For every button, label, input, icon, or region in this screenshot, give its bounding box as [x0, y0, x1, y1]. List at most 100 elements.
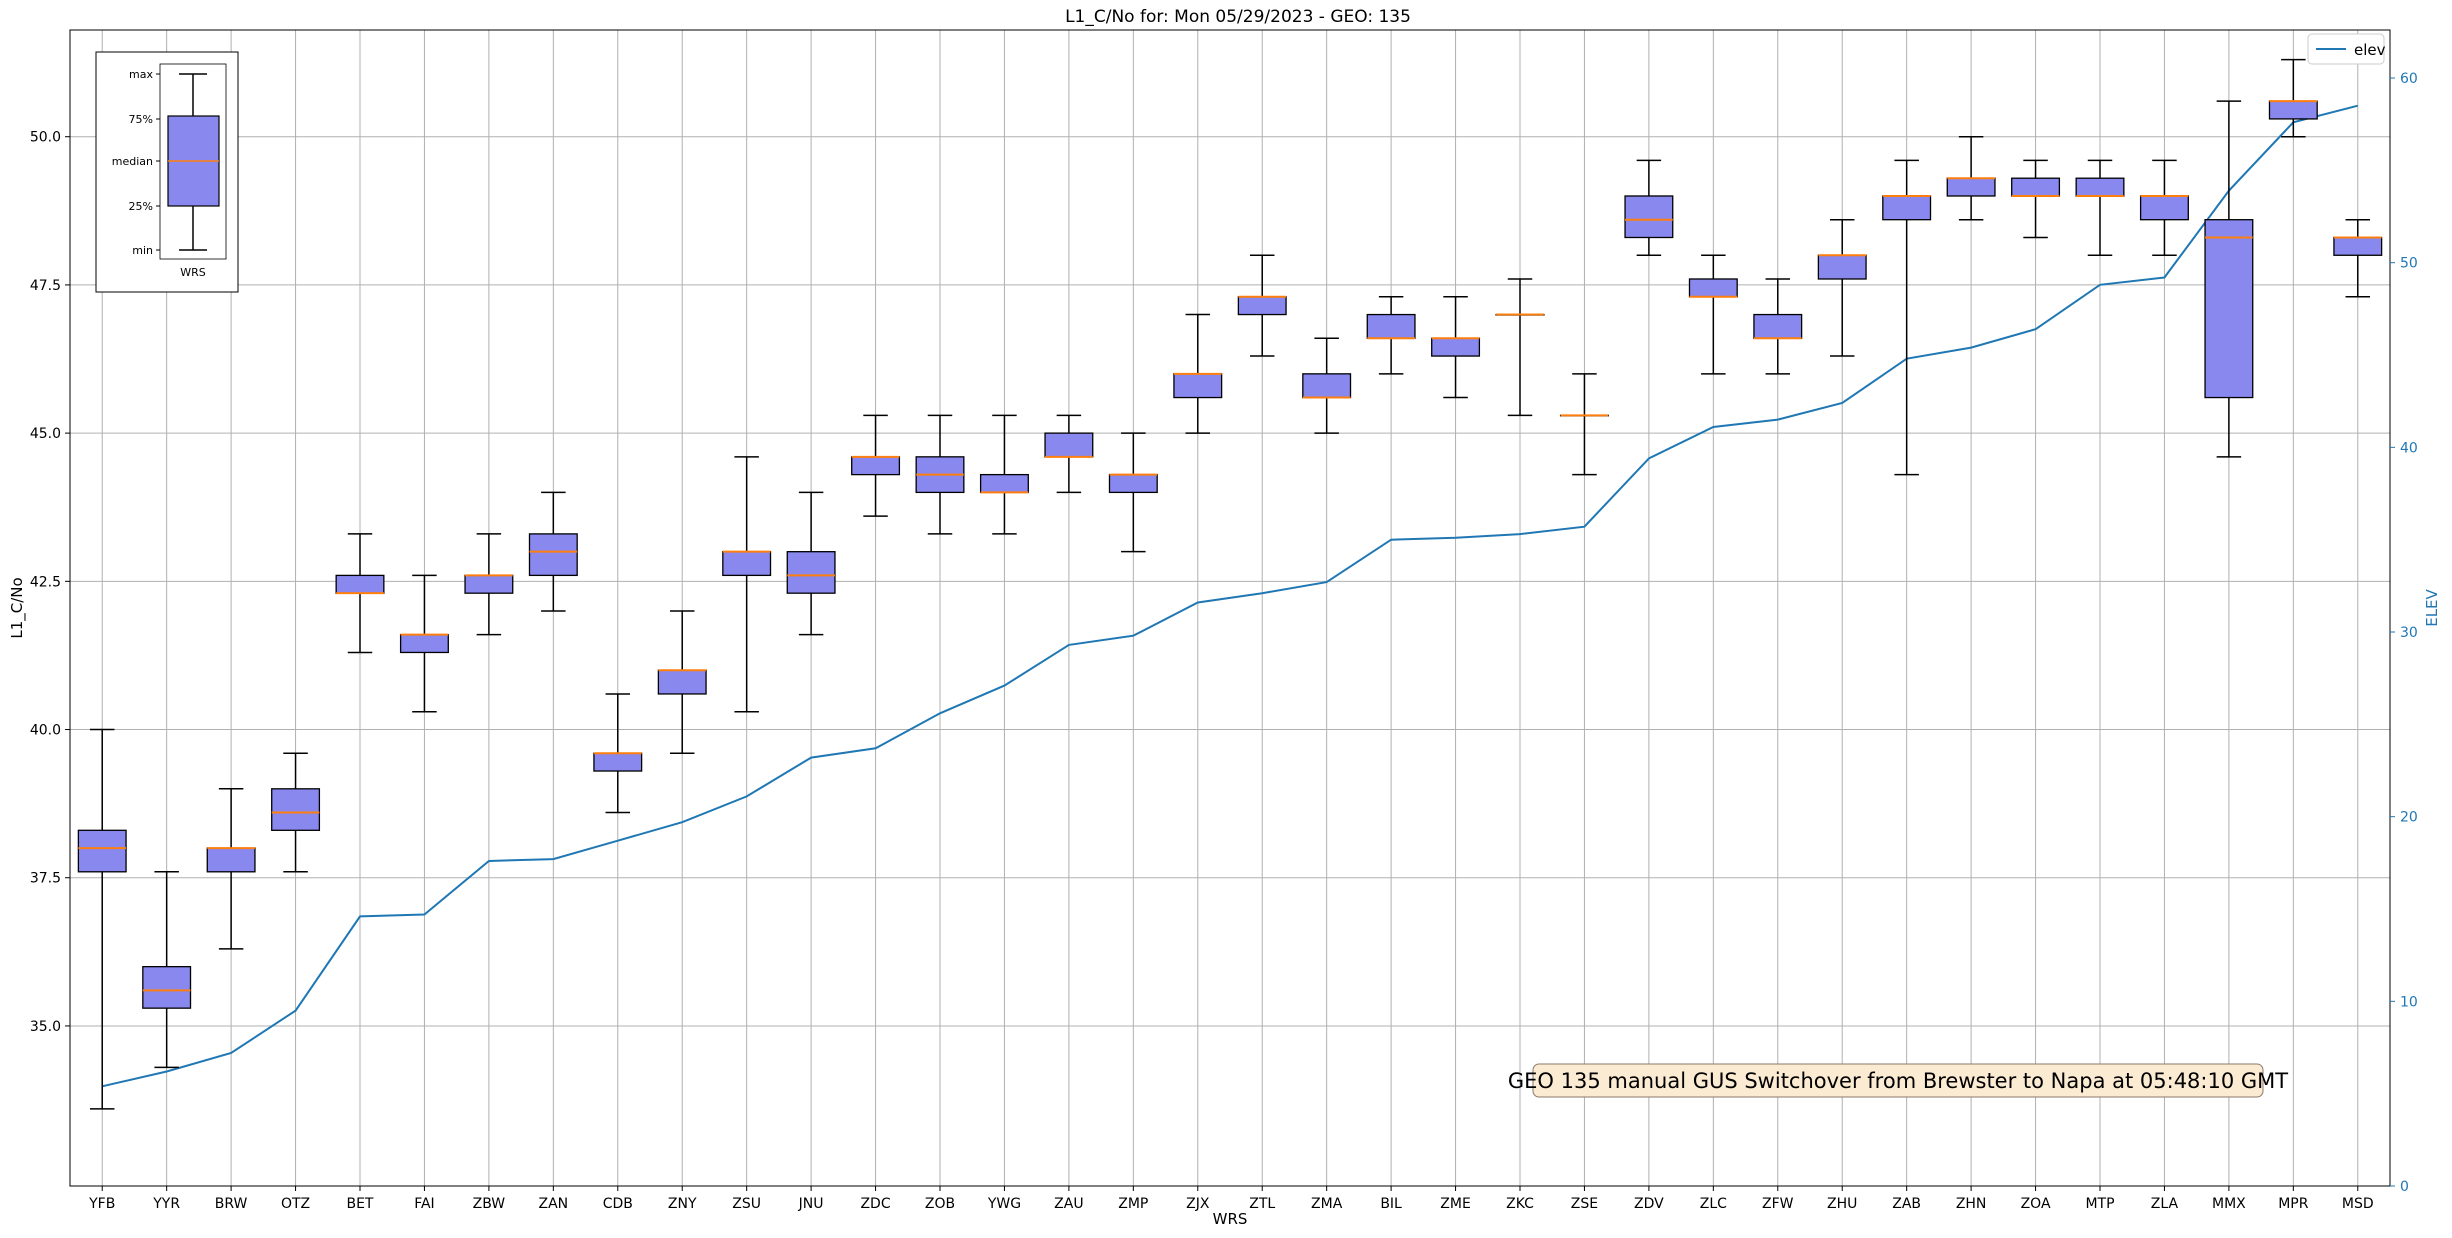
iqr-box: [1624, 195, 1674, 239]
elev-line: [101, 104, 2359, 1088]
box-zob: [915, 414, 965, 535]
box-bil: [1366, 296, 1416, 375]
x-tick-label: CDB: [603, 1196, 633, 1212]
box-zmp: [1108, 432, 1158, 553]
iqr-box: [335, 574, 385, 594]
iqr-box: [1882, 195, 1932, 221]
iqr-box: [1946, 177, 1996, 197]
y-right-tick-label: 60: [2400, 71, 2418, 87]
x-tick-label: ZMA: [1311, 1196, 1343, 1212]
iqr-box: [2333, 236, 2383, 256]
box-zsu: [722, 456, 772, 713]
iqr-box: [979, 473, 1029, 494]
iqr-box: [786, 551, 836, 594]
box-fai: [399, 574, 449, 713]
box-zlc: [1688, 254, 1738, 375]
y-tick-label: 45.0: [30, 426, 61, 442]
iqr-box: [1753, 313, 1803, 339]
y-tick-label: 50.0: [30, 130, 61, 146]
inset-box-legend: max 75% median 25% min WRS: [95, 51, 239, 293]
box-zny: [657, 610, 707, 754]
y-right-axis-ticks: 0 10 20 30 40 50 60: [2390, 71, 2418, 1195]
iqr-box: [1237, 296, 1287, 316]
box-yyr: [142, 871, 192, 1069]
box-zhu: [1817, 218, 1867, 357]
y-tick-label: 40.0: [30, 723, 61, 739]
inset-label-25: 25%: [129, 200, 153, 213]
x-tick-label: ZHU: [1827, 1196, 1857, 1212]
y-tick-label: 35.0: [30, 1019, 61, 1035]
iqr-box: [2268, 100, 2318, 120]
iqr-box: [77, 829, 127, 873]
box-cdb: [593, 693, 643, 814]
box-series: [77, 58, 2383, 1110]
y-right-tick-label: 40: [2400, 440, 2418, 456]
x-tick-label: ZJX: [1186, 1196, 1210, 1212]
iqr-box: [1431, 337, 1481, 357]
iqr-box: [399, 634, 449, 654]
x-tick-label: ZDV: [1634, 1196, 1664, 1212]
box-mpr: [2268, 58, 2318, 138]
iqr-box: [2204, 219, 2254, 399]
box-zhn: [1946, 135, 1996, 221]
iqr-box: [142, 966, 192, 1009]
inset-xlabel: WRS: [180, 266, 206, 279]
chart-title: L1_C/No for: Mon 05/29/2023 - GEO: 135: [1065, 7, 1411, 27]
box-zab: [1882, 159, 1932, 476]
legend-label-elev: elev: [2354, 41, 2386, 59]
box-zme: [1431, 296, 1481, 399]
iqr-box: [2139, 195, 2189, 221]
box-ztl: [1237, 254, 1287, 357]
y-right-tick-label: 30: [2400, 625, 2418, 641]
y-tick-label: 37.5: [30, 871, 61, 887]
iqr-box: [1302, 373, 1352, 399]
box-otz: [271, 752, 321, 873]
box-mmx: [2204, 100, 2254, 458]
iqr-box: [1688, 278, 1738, 298]
x-tick-label: BET: [346, 1196, 373, 1212]
box-zdv: [1624, 159, 1674, 257]
x-tick-label: MSD: [2342, 1196, 2374, 1212]
inset-label-median: median: [112, 155, 153, 168]
x-tick-label: MMX: [2212, 1196, 2246, 1212]
x-tick-label: YYR: [152, 1196, 180, 1212]
y-tick-label: 42.5: [30, 574, 61, 590]
x-tick-label: ZOB: [925, 1196, 955, 1212]
iqr-box: [2075, 177, 2125, 197]
x-tick-label: ZKC: [1506, 1196, 1534, 1212]
y-axis-label: L1_C/No: [8, 577, 27, 638]
box-jnu: [786, 491, 836, 636]
iqr-box: [206, 847, 256, 873]
x-tick-label: OTZ: [281, 1196, 310, 1212]
y-right-tick-label: 0: [2400, 1179, 2409, 1195]
x-tick-label: ZAN: [539, 1196, 569, 1212]
iqr-box: [1108, 473, 1158, 494]
x-tick-label: ZHN: [1956, 1196, 1987, 1212]
box-brw: [206, 788, 256, 950]
inset-label-75: 75%: [129, 113, 153, 126]
y-axis-ticks: 35.0 37.5 40.0 42.5 45.0 47.5 50.0: [30, 130, 70, 1035]
x-tick-label: ZME: [1440, 1196, 1471, 1212]
box-zkc: [1495, 278, 1545, 417]
iqr-box: [1044, 432, 1094, 458]
x-tick-label: ZDC: [860, 1196, 890, 1212]
inset-label-max: max: [129, 68, 153, 81]
x-tick-label: ZMP: [1118, 1196, 1148, 1212]
box-zau: [1044, 414, 1094, 494]
box-zan: [528, 491, 578, 612]
x-tick-label: ZSE: [1571, 1196, 1598, 1212]
x-tick-label: ZFW: [1762, 1196, 1794, 1212]
box-zoa: [2011, 159, 2061, 239]
box-yfb: [77, 728, 127, 1110]
y-right-tick-label: 20: [2400, 810, 2418, 826]
annotation-text: GEO 135 manual GUS Switchover from Brews…: [1508, 1069, 2288, 1093]
box-zla: [2139, 159, 2189, 257]
x-tick-label: ZLC: [1700, 1196, 1727, 1212]
box-zdc: [851, 414, 901, 517]
x-tick-label: ZLA: [2151, 1196, 2179, 1212]
x-tick-label: JNU: [798, 1196, 824, 1212]
x-tick-label: MPR: [2278, 1196, 2309, 1212]
iqr-box: [271, 788, 321, 831]
